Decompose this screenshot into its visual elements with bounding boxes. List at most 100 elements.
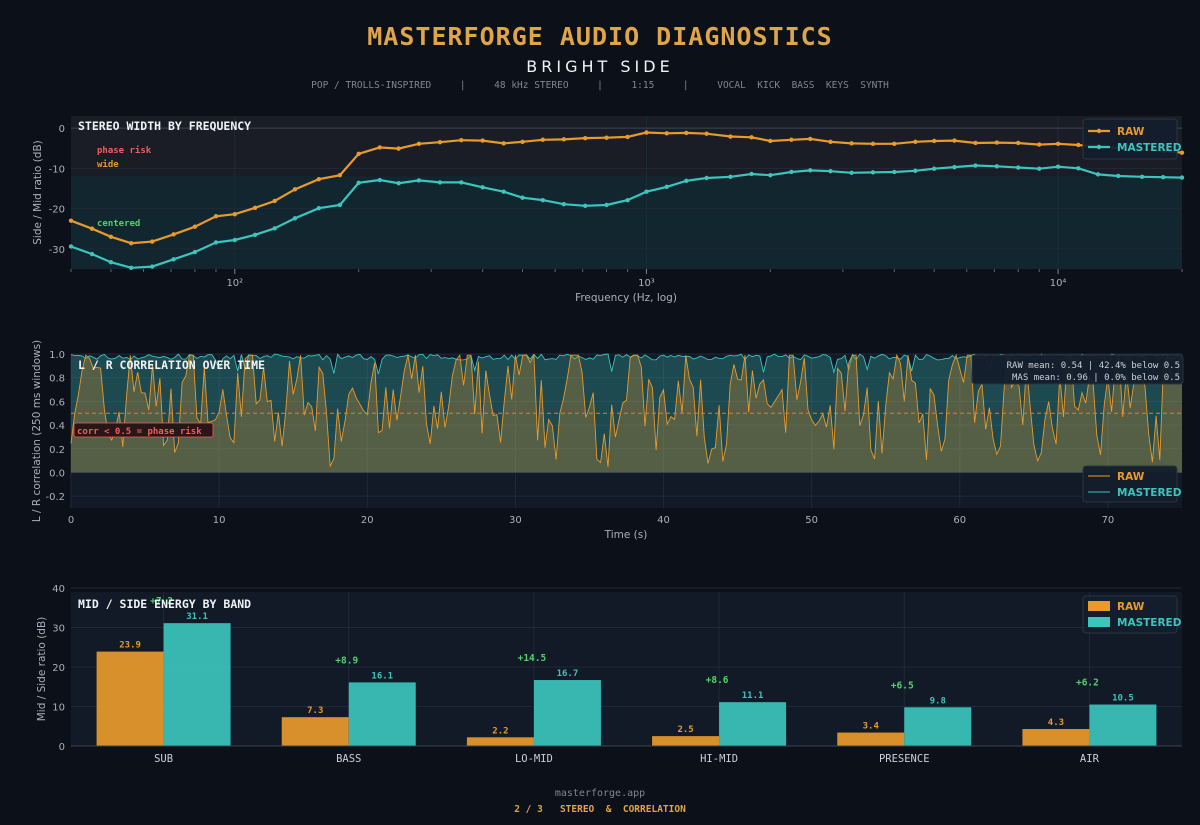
data-point [356,151,361,157]
data-point [232,212,238,217]
data-point [316,206,322,211]
data-point [684,178,689,184]
series-line-raw [70,353,1183,468]
data-point [416,178,422,183]
data-point [377,145,382,150]
legend-swatch [1088,601,1110,611]
footer-url: masterforge.app [554,788,646,799]
data-point [396,146,401,151]
data-point [89,251,95,257]
data-point [1037,166,1042,171]
data-point [870,170,876,175]
y-tick-label: 0.2 [49,445,65,456]
y-axis-label: Side / Mid ratio (dB) [32,140,44,245]
x-tick-label: 20 [361,515,374,526]
data-label: 23.9 [119,641,141,651]
data-point [931,138,937,144]
ms-energy-chart: 23.9 31.1 +7.2 SUB 7.3 16.1 +8.9 BASS 2.2 16.7 +14… [36,585,1182,765]
bar-raw [281,717,349,746]
x-tick-label: PRESENCE [879,753,930,765]
chart-title: STEREO WIDTH BY FREQUENCY [78,119,251,133]
data-point [808,168,813,173]
data-point [1076,166,1081,171]
data-point [768,138,773,144]
series-area-raw [71,355,1182,473]
data-point [416,141,422,146]
data-point [68,218,74,223]
x-tick-label: BASS [336,753,361,765]
data-label: 2.5 [677,725,693,735]
data-point [1037,142,1042,147]
x-axis-label: Time (s) [604,529,648,541]
delta-label: +8.6 [706,675,729,686]
data-point [625,134,630,140]
y-tick-label: 0 [59,124,65,135]
bar-raw [466,737,534,746]
y-tick-label: -10 [49,164,65,175]
data-point [272,226,277,231]
data-point [232,237,238,243]
data-label: 31.1 [186,612,208,622]
bar-mastered [719,702,787,746]
delta-label: +6.2 [1076,678,1099,689]
data-point [1160,175,1166,180]
chart-title: MID / SIDE ENERGY BY BAND [78,597,251,611]
zone-label-phase-risk: phase risk [97,145,152,156]
x-tick-label: 30 [509,515,522,526]
data-point [768,172,773,178]
data-point [561,137,567,142]
y-tick-label: 1.0 [49,350,65,361]
correlation-chart: 0 10 20 30 40 50 60 70 1.0 0.8 0.6 0.4 0.2 0.0 -0.2 Tim… [31,340,1184,541]
data-point [1179,150,1185,155]
track-meta: POP / TROLLS-INSPIRED | 48 kHz STEREO | … [311,80,889,91]
data-point [849,170,854,175]
bar-mastered [1089,704,1157,746]
zone-label-centered: centered [97,219,140,229]
data-point [501,141,506,146]
data-point [1015,165,1021,170]
legend-marker [1096,144,1102,150]
data-point [789,169,794,175]
data-point [604,135,609,140]
data-label: 16.7 [557,669,579,679]
data-point [892,169,897,175]
data-label: 7.3 [307,706,323,716]
data-point [213,214,219,219]
data-point [480,138,485,143]
legend-box [1082,118,1178,160]
data-label: 2.2 [492,726,508,736]
data-point [828,168,833,174]
x-tick-label: 0 [68,515,74,526]
bar-mastered [533,680,601,746]
data-point [973,140,978,146]
legend-label-raw: RAW [1117,126,1145,138]
x-tick-label: HI-MID [700,753,738,765]
x-tick-label: 50 [805,515,818,526]
data-point [1055,141,1061,146]
data-point [704,131,709,136]
centered-zone [71,176,1182,269]
data-point [150,264,155,269]
data-point [396,181,401,186]
legend-marker [1096,128,1102,134]
data-point [540,197,545,203]
data-point [252,232,258,237]
data-point [128,241,134,246]
legend-box [1082,465,1178,503]
data-point [664,131,669,136]
data-point [1179,175,1185,180]
data-point [520,195,525,200]
stereo-width-chart: 10² 10³ 10⁴ 0 -10 -20 -30 Frequency (Hz, log) Si… [32,116,1185,304]
data-point [849,141,854,146]
x-tick-label: 10⁴ [1050,278,1067,289]
page-subtitle: BRIGHT SIDE [526,57,674,76]
data-label: 9.8 [930,696,946,706]
data-point [377,177,382,183]
bar-raw [837,732,905,746]
stats-box [971,354,1184,385]
data-point [252,205,258,210]
data-point [583,135,588,141]
data-point [625,197,630,203]
data-point [1015,140,1021,146]
delta-label: +14.5 [518,653,547,664]
